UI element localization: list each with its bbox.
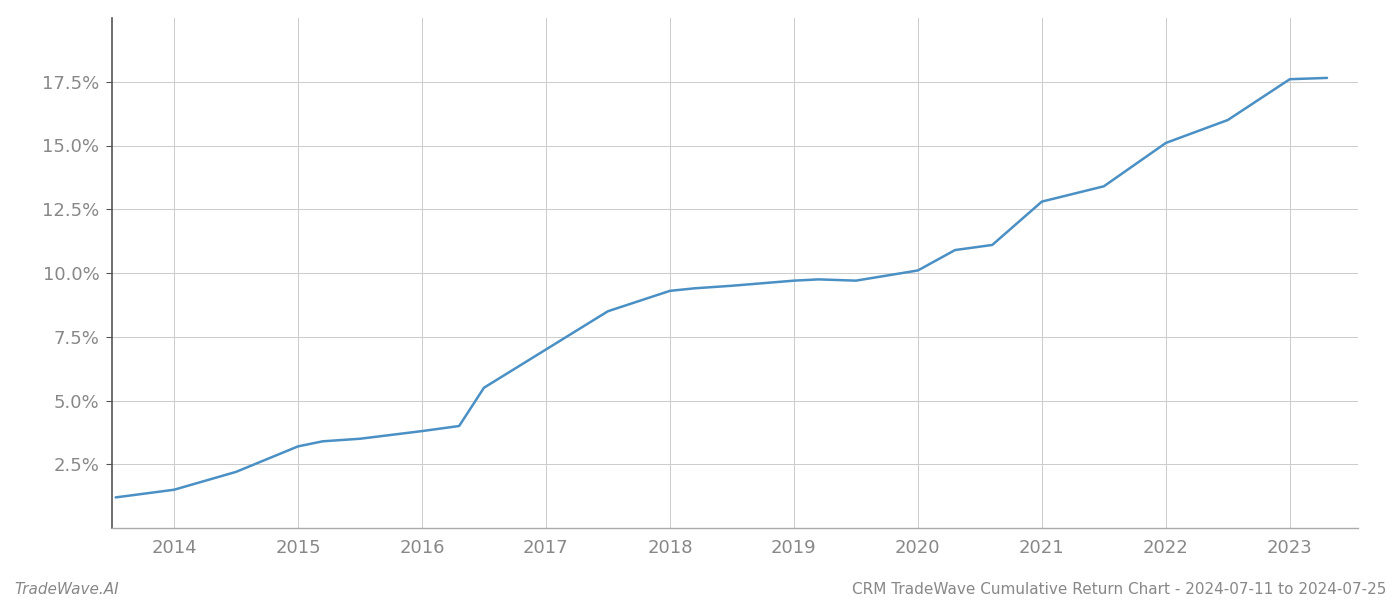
Text: TradeWave.AI: TradeWave.AI (14, 582, 119, 597)
Text: CRM TradeWave Cumulative Return Chart - 2024-07-11 to 2024-07-25: CRM TradeWave Cumulative Return Chart - … (851, 582, 1386, 597)
